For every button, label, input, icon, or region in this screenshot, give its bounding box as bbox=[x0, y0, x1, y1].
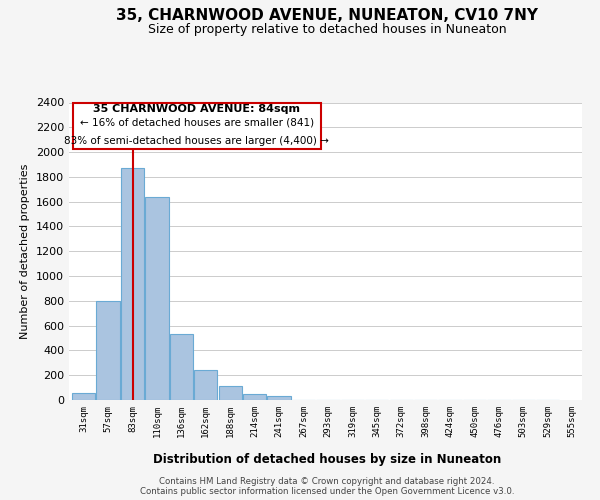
Bar bbox=[218, 386, 242, 400]
Text: ← 16% of detached houses are smaller (841): ← 16% of detached houses are smaller (84… bbox=[80, 118, 314, 128]
Bar bbox=[121, 168, 144, 400]
Text: 35 CHARNWOOD AVENUE: 84sqm: 35 CHARNWOOD AVENUE: 84sqm bbox=[93, 104, 300, 115]
Bar bbox=[97, 301, 119, 400]
Bar bbox=[194, 370, 217, 400]
Bar bbox=[170, 334, 193, 400]
Y-axis label: Number of detached properties: Number of detached properties bbox=[20, 164, 31, 339]
Bar bbox=[72, 393, 95, 400]
FancyBboxPatch shape bbox=[73, 102, 320, 149]
Text: Contains public sector information licensed under the Open Government Licence v3: Contains public sector information licen… bbox=[140, 487, 514, 496]
Bar bbox=[268, 396, 290, 400]
Text: 35, CHARNWOOD AVENUE, NUNEATON, CV10 7NY: 35, CHARNWOOD AVENUE, NUNEATON, CV10 7NY bbox=[116, 8, 538, 22]
Text: Size of property relative to detached houses in Nuneaton: Size of property relative to detached ho… bbox=[148, 22, 506, 36]
Bar bbox=[243, 394, 266, 400]
Text: Distribution of detached houses by size in Nuneaton: Distribution of detached houses by size … bbox=[153, 452, 501, 466]
Bar bbox=[145, 196, 169, 400]
Text: Contains HM Land Registry data © Crown copyright and database right 2024.: Contains HM Land Registry data © Crown c… bbox=[159, 477, 495, 486]
Text: 83% of semi-detached houses are larger (4,400) →: 83% of semi-detached houses are larger (… bbox=[64, 136, 329, 146]
